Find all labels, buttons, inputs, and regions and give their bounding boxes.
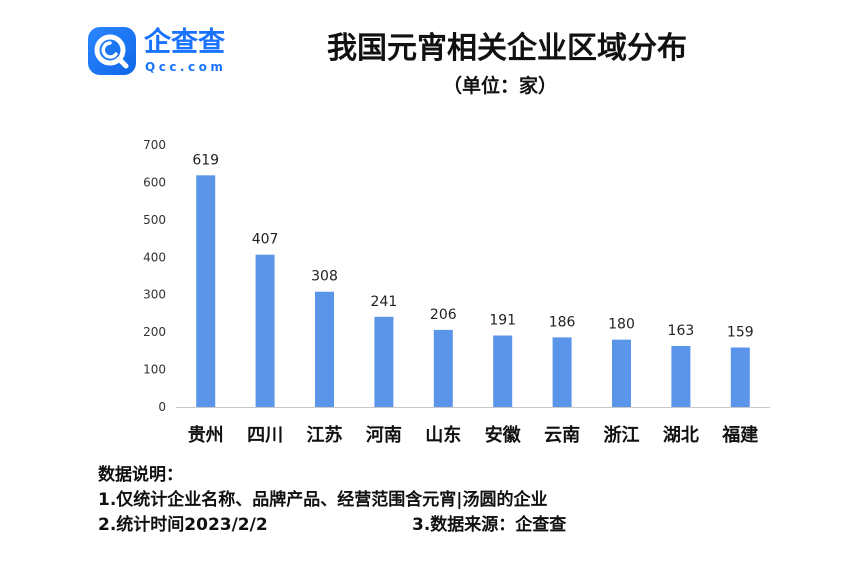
- chart-title: 我国元宵相关企业区域分布: [327, 31, 687, 66]
- notes-source: 3.数据来源：企查查: [412, 515, 567, 535]
- bar: [374, 316, 394, 407]
- bar: [730, 347, 750, 407]
- data-label: 163: [668, 323, 695, 339]
- y-tick-label: 0: [158, 400, 166, 414]
- notes-time: 2.统计时间2023/2/2: [98, 515, 268, 535]
- data-label: 180: [608, 317, 635, 333]
- notes-time-source-row: 2.统计时间2023/2/2 3.数据来源：企查查: [98, 513, 818, 538]
- y-tick-label: 200: [143, 325, 166, 339]
- data-notes: 数据说明： 1.仅统计企业名称、品牌产品、经营范围含元宵|汤圆的企业 2.统计时…: [98, 463, 818, 538]
- data-label: 159: [727, 324, 754, 340]
- bar: [552, 337, 572, 407]
- notes-scope: 1.仅统计企业名称、品牌产品、经营范围含元宵|汤圆的企业: [98, 490, 548, 510]
- x-tick-label: 贵州: [188, 425, 224, 446]
- data-label: 186: [549, 314, 576, 330]
- bar: [433, 329, 453, 407]
- y-tick-label: 500: [143, 213, 166, 227]
- x-tick-label: 湖北: [663, 425, 699, 446]
- data-label: 206: [430, 307, 457, 323]
- qcc-logo-icon: [88, 27, 136, 75]
- logo-name: 企查查: [144, 27, 225, 58]
- y-tick-label: 700: [143, 138, 166, 152]
- x-tick-label: 四川: [247, 425, 283, 446]
- bar: [315, 291, 334, 407]
- bar: [671, 345, 691, 407]
- x-tick-label: 福建: [721, 424, 758, 446]
- x-tick-label: 江苏: [307, 424, 343, 446]
- data-label: 308: [311, 269, 338, 285]
- x-tick-label: 山东: [425, 424, 461, 446]
- x-tick-label: 云南: [544, 424, 580, 446]
- bar: [493, 335, 513, 407]
- x-tick-label: 安徽: [485, 424, 522, 446]
- bar: [612, 339, 631, 407]
- data-label: 407: [252, 232, 279, 248]
- qcc-logo: 企查查 Qcc.com: [88, 27, 248, 77]
- data-label: 619: [192, 152, 219, 168]
- bar: [196, 175, 216, 407]
- y-tick-label: 300: [143, 288, 166, 302]
- data-label: 191: [489, 313, 516, 329]
- data-label: 241: [371, 294, 398, 310]
- y-tick-label: 600: [143, 175, 166, 189]
- y-tick-label: 400: [143, 250, 166, 264]
- x-tick-label: 浙江: [604, 424, 640, 446]
- chart-unit: （单位：家）: [442, 75, 557, 97]
- bar: [255, 254, 275, 407]
- notes-heading: 数据说明：: [98, 465, 183, 485]
- x-tick-label: 河南: [366, 424, 402, 446]
- y-tick-label: 100: [143, 363, 166, 377]
- logo-domain: Qcc.com: [145, 60, 227, 74]
